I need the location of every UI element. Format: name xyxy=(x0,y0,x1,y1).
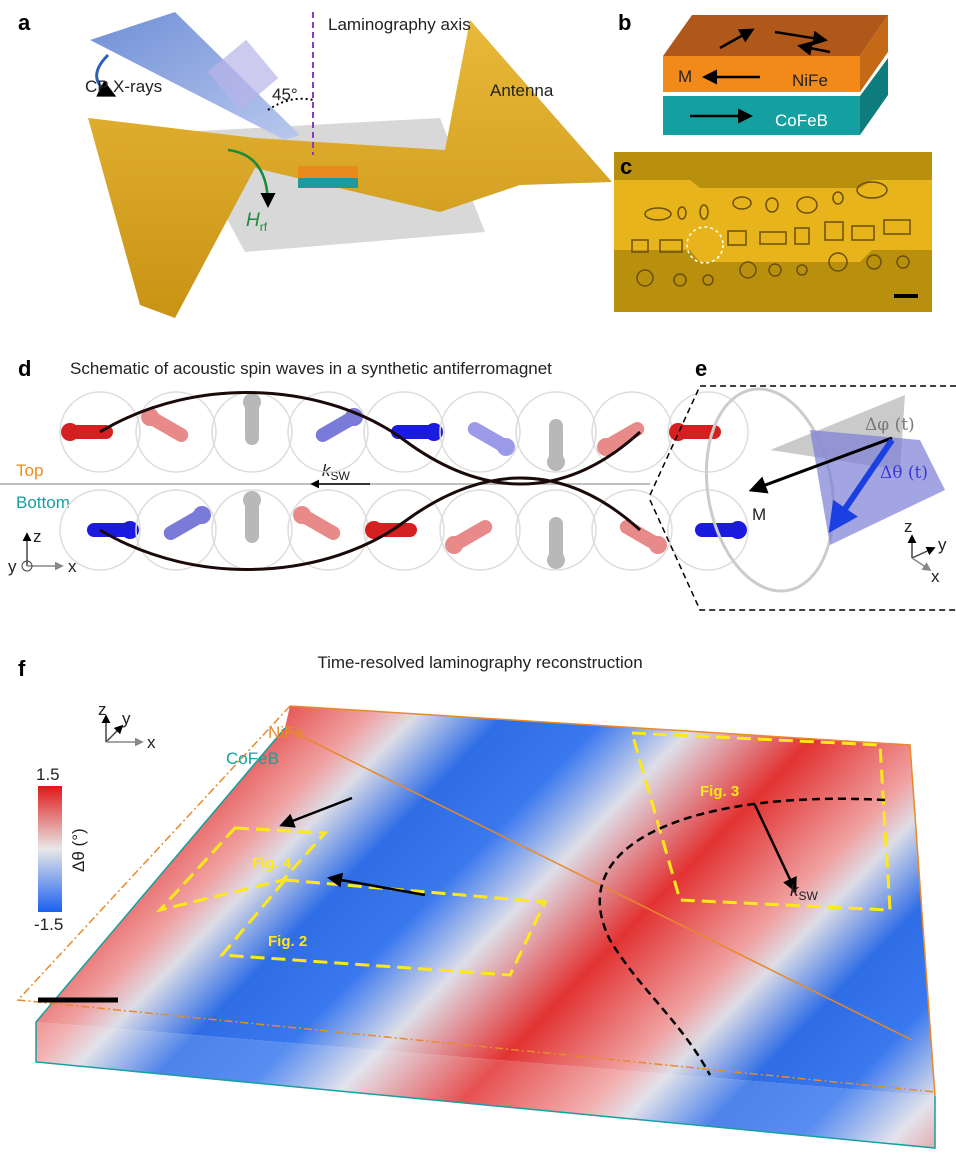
top-label: Top xyxy=(16,461,43,480)
region-label: Fig. 2 xyxy=(268,933,307,950)
spin-head xyxy=(649,536,667,554)
panel-d: d Schematic of acoustic spin waves in a … xyxy=(0,356,748,576)
spin-head xyxy=(729,521,747,539)
axis-y xyxy=(912,548,934,558)
axis-label: Laminography axis xyxy=(328,15,471,34)
panel-a: a Laminography axis CP X-rays 45° Antenn… xyxy=(18,10,612,318)
nife-layer xyxy=(663,56,860,92)
panel-title: Schematic of acoustic spin waves in a sy… xyxy=(70,359,552,378)
panel-c: c xyxy=(614,152,932,312)
magnetization-label: M xyxy=(752,505,766,524)
cofeb-label: CoFeB xyxy=(226,749,279,768)
panel-title: Time-resolved laminography reconstructio… xyxy=(317,653,642,672)
panel-f: f Time-resolved laminography reconstruct… xyxy=(18,653,935,1148)
spin-head xyxy=(445,536,463,554)
angle-label: Δθ (t) xyxy=(880,463,928,483)
source-label: CP X-rays xyxy=(85,77,162,96)
axis-x xyxy=(912,558,930,570)
field-subscript: rf xyxy=(260,220,268,234)
spin-head xyxy=(669,423,687,441)
angle-plane xyxy=(810,430,945,545)
colorbar-min: -1.5 xyxy=(34,915,63,934)
panel-label: f xyxy=(18,656,26,681)
sample-cofeb xyxy=(298,178,358,188)
top-face xyxy=(663,15,888,56)
panel-label: b xyxy=(618,10,631,35)
axis-y-label: y xyxy=(122,709,131,728)
wavevector-subscript: SW xyxy=(799,889,819,903)
axis-z-label: z xyxy=(904,517,913,536)
angle-label: 45° xyxy=(272,85,298,104)
axis-y xyxy=(106,726,122,742)
cofeb-label: CoFeB xyxy=(775,111,828,130)
panel-b: b M NiFe CoFeB xyxy=(618,10,888,135)
axis-y-label: y xyxy=(8,557,17,576)
axis-y-label: y xyxy=(938,535,947,554)
spin-head xyxy=(497,438,515,456)
axis-x-label: x xyxy=(931,567,940,586)
spin-head xyxy=(193,506,211,524)
panel-label: d xyxy=(18,356,31,381)
field-symbol: H xyxy=(246,210,260,231)
colorbar-max: 1.5 xyxy=(36,765,60,784)
colorbar xyxy=(38,786,62,912)
region-label: Fig. 3 xyxy=(700,783,739,800)
colorbar-label: Δθ (°) xyxy=(69,828,88,872)
spin-head xyxy=(547,551,565,569)
sample-nife xyxy=(298,166,358,178)
bottom-label: Bottom xyxy=(16,493,70,512)
region-label: Fig. 4 xyxy=(252,855,292,872)
axis-z-label: z xyxy=(98,700,107,719)
antenna-label: Antenna xyxy=(490,81,554,100)
panel-label: a xyxy=(18,10,31,35)
spin-head xyxy=(243,491,261,509)
nife-label: NiFe xyxy=(792,71,828,90)
spin-head xyxy=(293,506,311,524)
panel-label: e xyxy=(695,356,707,381)
spin-head xyxy=(243,393,261,411)
spin-head xyxy=(61,423,79,441)
magnetization-label: M xyxy=(678,67,692,86)
panel-e: e Δφ (t) Δθ (t) M z y x xyxy=(650,356,956,610)
figure: a Laminography axis CP X-rays 45° Antenn… xyxy=(0,0,956,1157)
nife-label: NiFe xyxy=(268,723,304,742)
axis-x-label: x xyxy=(147,733,156,752)
phase-label: Δφ (t) xyxy=(865,415,915,435)
spin-head xyxy=(547,453,565,471)
panel-label: c xyxy=(620,154,632,179)
axis-z-label: z xyxy=(33,527,42,546)
